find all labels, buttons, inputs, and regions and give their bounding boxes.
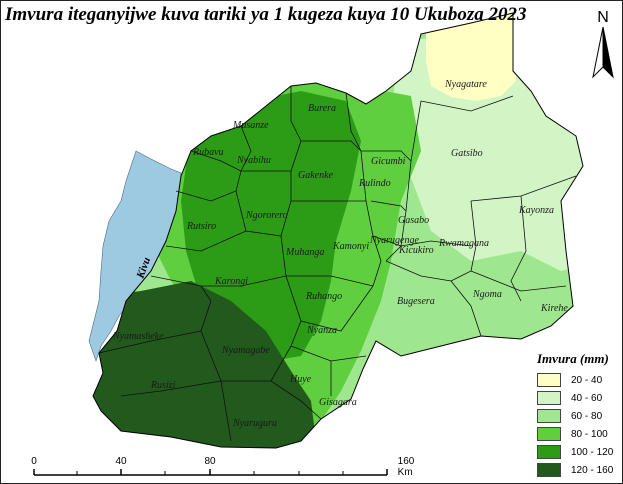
district-label-ngororero: Ngororero <box>245 210 288 221</box>
district-label-rwamagana: Rwamagana <box>438 238 489 249</box>
district-label-nyabihu: Nyabihu <box>236 155 271 166</box>
district-label-nyamagabe: Nyamagabe <box>221 345 270 356</box>
scale-bar: 0 40 80 160 Km <box>21 456 421 482</box>
north-arrow-icon <box>592 27 614 79</box>
district-boundaries <box>98 86 577 442</box>
scale-bar-line <box>33 469 388 476</box>
district-label-nyarugenge: Nyarugenge <box>369 235 419 246</box>
district-label-rulindo: Rulindo <box>358 178 391 189</box>
district-label-rubavu: Rubavu <box>192 147 224 158</box>
legend-rows: 20 - 40 40 - 60 60 - 80 80 - 100 100 - 120 12… <box>537 371 621 479</box>
legend-label: 40 - 60 <box>571 392 603 404</box>
district-label-nyaruguru: Nyaruguru <box>232 418 277 429</box>
district-label-gakenke: Gakenke <box>298 170 334 181</box>
district-labels: Nyagatare Gatsibo Kayonza Kirehe Ngoma R… <box>112 79 568 429</box>
legend-item: 100 - 120 <box>537 443 621 461</box>
district-label-nyagatare: Nyagatare <box>444 79 487 90</box>
legend-item: 80 - 100 <box>537 425 621 443</box>
legend-item: 40 - 60 <box>537 389 621 407</box>
legend-item: 120 - 160 <box>537 461 621 479</box>
district-label-nyamasheke: Nyamasheke <box>112 331 164 342</box>
district-label-huye: Huye <box>289 374 312 385</box>
legend-label: 20 - 40 <box>571 374 603 386</box>
map-title: Imvura iteganyijwe kuva tariki ya 1 kuge… <box>5 4 527 25</box>
legend-swatch <box>537 445 561 459</box>
legend-title: Imvura (mm) <box>537 351 609 366</box>
district-label-musanze: Musanze <box>232 120 269 131</box>
legend-swatch <box>537 373 561 387</box>
district-label-kicukiro: Kicukiro <box>398 245 434 256</box>
district-label-bugesera: Bugesera <box>397 296 435 307</box>
district-label-rusizi: Rusizi <box>150 380 176 391</box>
legend-swatch <box>537 409 561 423</box>
north-arrow: N <box>590 9 616 79</box>
district-label-karongi: Karongi <box>214 276 248 287</box>
legend-item: 20 - 40 <box>537 371 621 389</box>
legend-swatch <box>537 463 561 477</box>
north-letter: N <box>597 9 609 26</box>
district-label-rutsiro: Rutsiro <box>186 221 216 232</box>
scale-label-80: 80 <box>204 456 216 467</box>
legend-label: 120 - 160 <box>571 464 614 476</box>
legend-swatch <box>537 391 561 405</box>
district-label-burera: Burera <box>308 103 336 114</box>
district-label-gisagara: Gisagara <box>319 397 357 408</box>
legend-label: 100 - 120 <box>571 446 614 458</box>
district-label-kayonza: Kayonza <box>518 205 554 216</box>
country-outline <box>92 12 584 449</box>
legend-label: 80 - 100 <box>571 428 608 440</box>
scale-label-160: 160 Km <box>397 456 415 478</box>
district-label-gatsibo: Gatsibo <box>451 148 483 159</box>
district-label-kamonyi: Kamonyi <box>332 241 369 252</box>
district-label-ngoma: Ngoma <box>472 289 502 300</box>
district-label-gicumbi: Gicumbi <box>371 156 406 167</box>
district-label-muhanga: Muhanga <box>285 247 324 258</box>
district-label-gasabo: Gasabo <box>398 215 429 226</box>
scale-label-0: 0 <box>31 456 37 467</box>
legend: Imvura (mm) 20 - 40 40 - 60 60 - 80 80 - 10… <box>537 351 621 479</box>
scale-label-40: 40 <box>115 456 127 467</box>
legend-item: 60 - 80 <box>537 407 621 425</box>
district-label-ruhango: Ruhango <box>305 291 342 302</box>
district-label-kirehe: Kirehe <box>540 303 568 314</box>
district-label-nyanza: Nyanza <box>306 325 337 336</box>
legend-swatch <box>537 427 561 441</box>
legend-label: 60 - 80 <box>571 410 603 422</box>
